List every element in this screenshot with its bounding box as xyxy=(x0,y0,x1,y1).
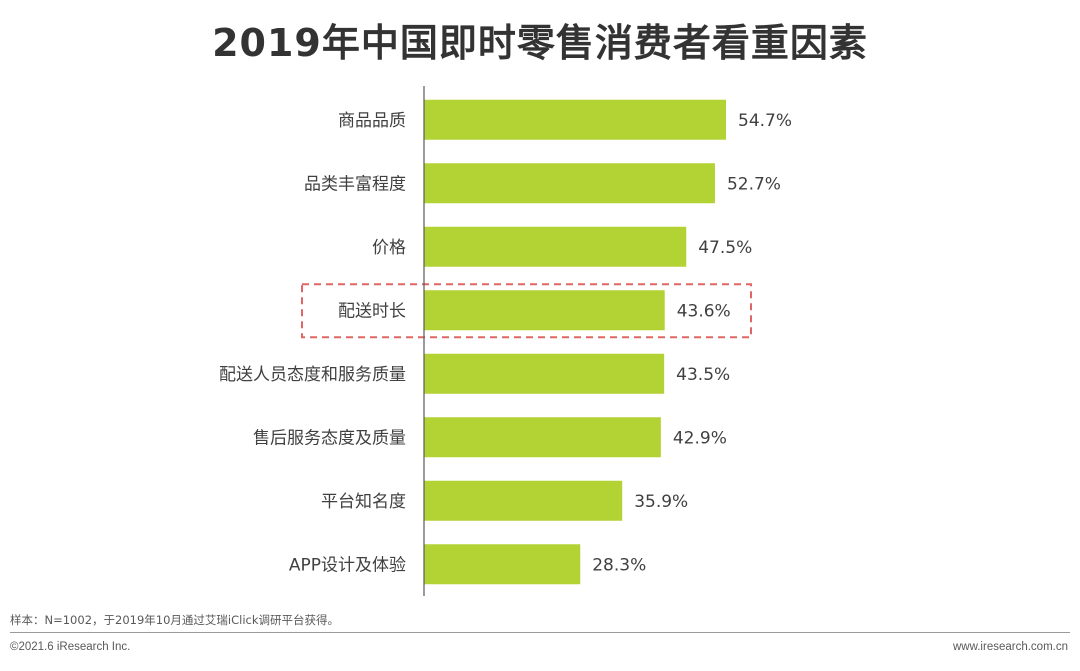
category-label: 售后服务态度及质量 xyxy=(253,428,406,448)
bar-chart: 商品品质 54.7% 品类丰富程度 52.7% 价格 47.5% 配送时长 43.6% 配送人员… xyxy=(219,86,792,596)
bar xyxy=(424,226,687,267)
bar xyxy=(424,417,661,458)
value-label: 52.7% xyxy=(727,174,781,194)
value-label: 28.3% xyxy=(592,555,646,575)
value-label: 43.6% xyxy=(677,301,731,321)
footer-divider xyxy=(10,632,1070,633)
category-label: 价格 xyxy=(372,238,406,258)
value-label: 35.9% xyxy=(634,492,688,512)
category-label: 平台知名度 xyxy=(321,492,406,512)
value-label: 54.7% xyxy=(738,111,792,131)
chart-title: 2019年中国即时零售消费者看重因素 xyxy=(212,21,868,65)
bar xyxy=(424,480,623,521)
sample-note: 样本：N=1002，于2019年10月通过艾瑞iClick调研平台获得。 xyxy=(10,613,339,627)
value-label: 42.9% xyxy=(673,428,727,448)
value-label: 47.5% xyxy=(698,238,752,258)
copyright-text: ©2021.6 iResearch Inc. xyxy=(10,641,131,653)
bar xyxy=(424,99,726,140)
bar xyxy=(424,544,581,585)
category-label: 商品品质 xyxy=(338,111,406,131)
category-label: APP设计及体验 xyxy=(289,555,406,575)
bar xyxy=(424,353,665,394)
category-label: 配送人员态度和服务质量 xyxy=(219,365,406,385)
website-link[interactable]: www.iresearch.com.cn xyxy=(952,641,1068,653)
category-label: 配送时长 xyxy=(338,301,406,321)
bar xyxy=(424,163,715,204)
category-label: 品类丰富程度 xyxy=(304,174,406,194)
highlight-box xyxy=(301,283,752,339)
bar xyxy=(424,290,665,331)
value-label: 43.5% xyxy=(676,365,730,385)
